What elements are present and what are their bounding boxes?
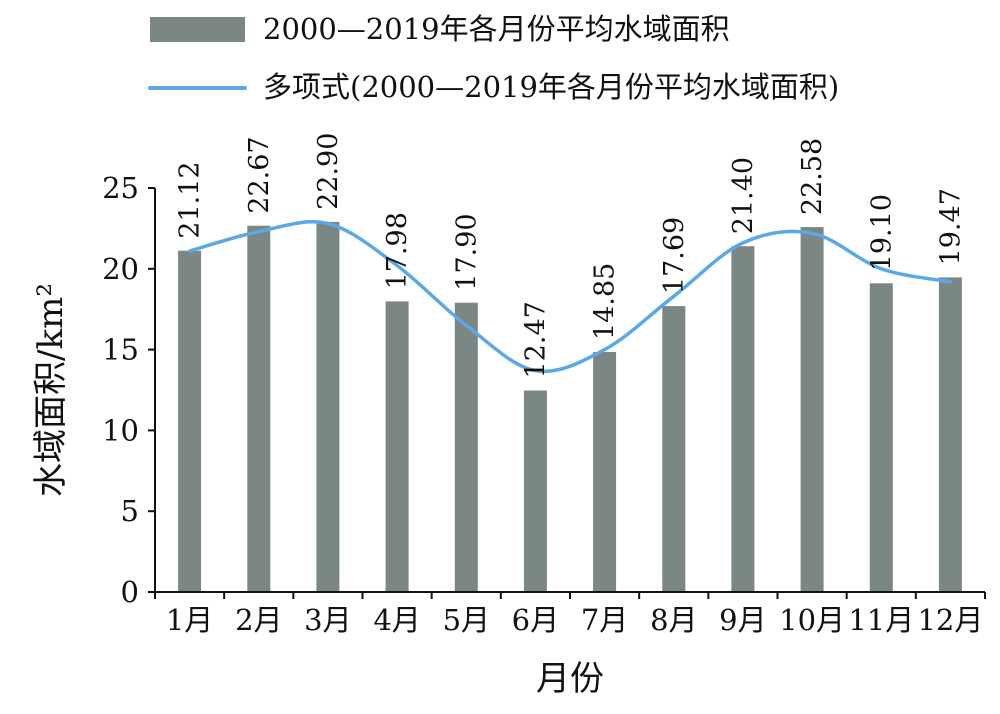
- data-label: 14.85: [590, 263, 621, 340]
- x-tick-label: 12月: [917, 603, 983, 637]
- legend-bar-label: 2000—2019年各月份平均水域面积: [263, 12, 730, 46]
- bar-5月: [454, 302, 478, 592]
- labels: 21.12 22.67 22.90 17.98 17.90 12.47 14.85 17.69…: [175, 133, 967, 379]
- data-label: 22.67: [244, 136, 275, 213]
- x-tick-label: 11月: [848, 603, 914, 637]
- y-tick-label: 0: [121, 575, 139, 609]
- trendline-group: [187, 220, 953, 374]
- x-tick-label: 4月: [373, 603, 420, 637]
- data-label: 19.47: [935, 188, 966, 265]
- trendline: [187, 220, 953, 374]
- data-label: 17.90: [451, 213, 482, 290]
- data-label: 17.98: [382, 212, 413, 289]
- y-tick-label: 15: [102, 333, 139, 367]
- y-tick-label: 5: [121, 494, 139, 528]
- bar-12月: [938, 277, 962, 592]
- legend-bar-swatch: [150, 17, 245, 42]
- data-label: 22.90: [313, 133, 344, 210]
- bar-10月: [800, 227, 824, 592]
- data-label: 21.40: [728, 157, 759, 234]
- data-label: 12.47: [520, 301, 551, 378]
- data-label: 19.10: [866, 194, 897, 271]
- x-tick-label: 5月: [443, 603, 490, 637]
- x-axis-title: 月份: [536, 659, 604, 699]
- bar-7月: [593, 352, 617, 592]
- y-tick-label: 20: [102, 252, 139, 286]
- x-tick-label: 2月: [235, 603, 282, 637]
- data-label: 22.58: [797, 138, 828, 215]
- x-tick-label: 3月: [304, 603, 351, 637]
- x-tick-label: 10月: [779, 603, 845, 637]
- bars: [178, 221, 962, 592]
- legend: 2000—2019年各月份平均水域面积多项式(2000—2019年各月份平均水域…: [148, 12, 839, 104]
- bar-8月: [662, 306, 686, 592]
- x-tick-label: 9月: [719, 603, 766, 637]
- x-tick-label: 6月: [512, 603, 559, 637]
- data-label: 17.69: [659, 217, 690, 294]
- x-tick-label: 1月: [166, 603, 213, 637]
- y-tick-label: 25: [102, 171, 139, 205]
- data-label: 21.12: [175, 161, 206, 238]
- bar-11月: [869, 283, 893, 592]
- bar-6月: [523, 390, 547, 592]
- y-axis-title: 水域面积/km²: [31, 283, 71, 497]
- bar-1月: [178, 250, 202, 592]
- bar-4月: [385, 301, 409, 592]
- y-tick-label: 10: [102, 413, 139, 447]
- bar-3月: [316, 221, 340, 592]
- bar-2月: [247, 225, 271, 592]
- bar-9月: [731, 246, 755, 592]
- legend-line-label: 多项式(2000—2019年各月份平均水域面积): [263, 70, 839, 104]
- x-tick-label: 7月: [581, 603, 628, 637]
- x-tick-label: 8月: [650, 603, 697, 637]
